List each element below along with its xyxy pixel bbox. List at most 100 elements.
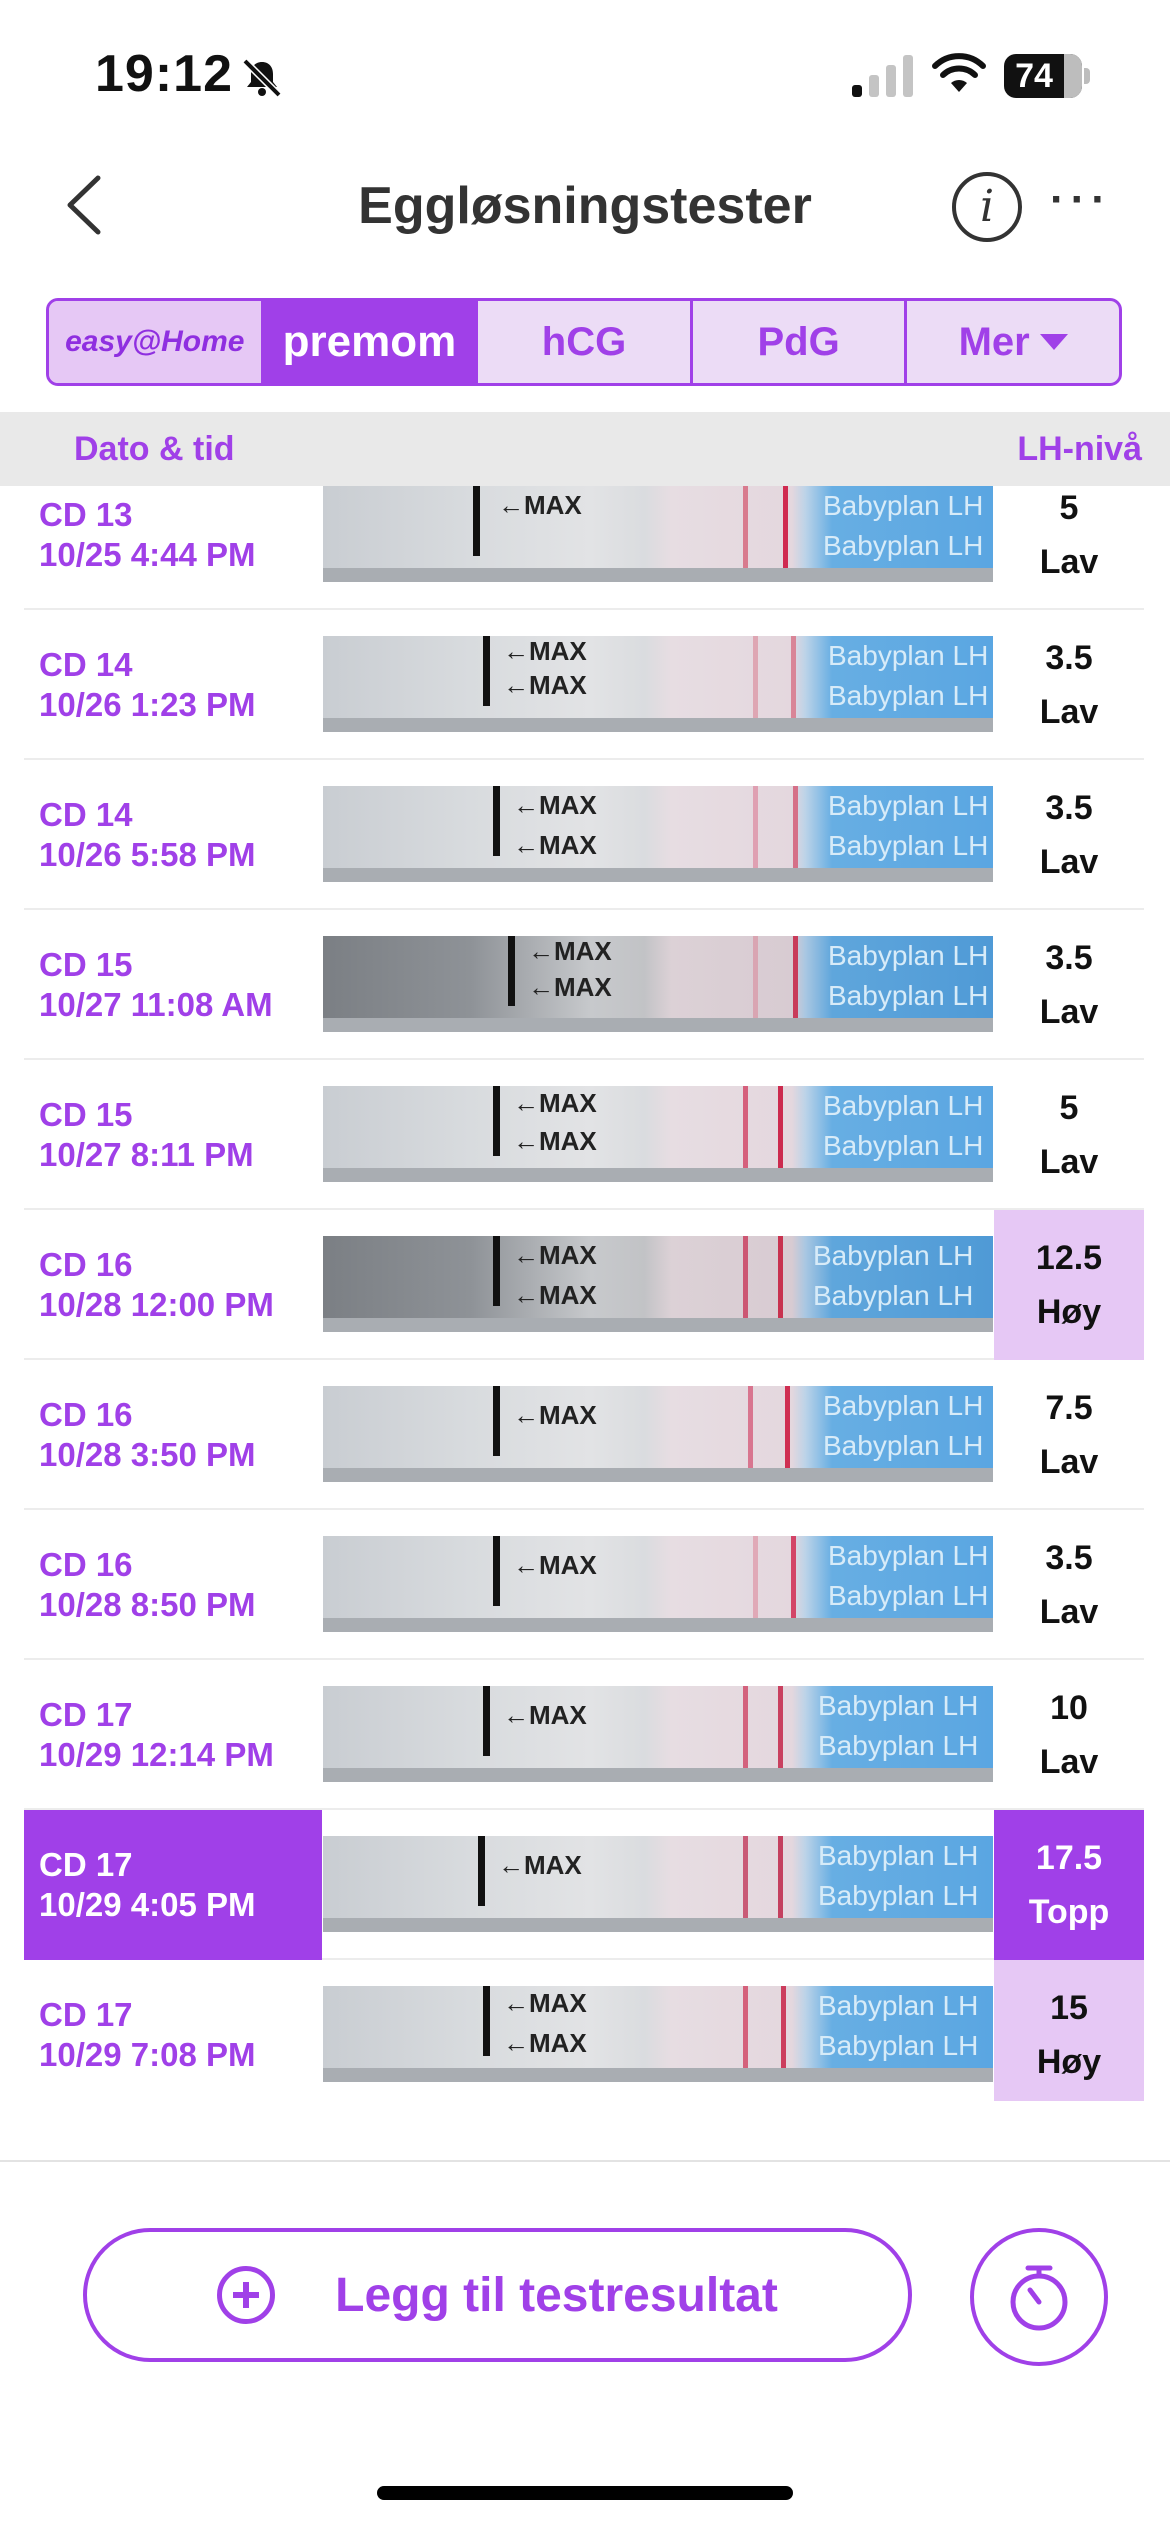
cycle-day: CD 15 [39,1096,133,1133]
test-datetime: 10/29 4:05 PM [39,1886,256,1923]
lh-value: 3.5 [1045,639,1093,677]
row-date-cell: CD 13 10/25 4:44 PM [24,486,322,610]
status-bar: 19:12 74 [0,0,1170,150]
strip-brand-label: Babyplan LH [828,790,989,821]
chevron-left-icon[interactable] [58,172,114,238]
strip-max-label: ←MAX [513,1088,597,1118]
timer-button[interactable] [970,2228,1108,2366]
lh-level: Topp [1028,1893,1110,1931]
lh-result: 5 Lav [994,1060,1144,1210]
lh-value: 3.5 [1045,789,1093,827]
strip-brand-label: Babyplan LH [823,1430,984,1461]
strip-max-label: ←MAX [513,1550,597,1580]
lh-result: 3.5 Lav [994,1510,1144,1660]
strip-max-label: ←MAX [503,2028,587,2058]
cycle-day: CD 17 [39,1696,133,1733]
test-strip-image: ←MAX ←MAX Babyplan LH Babyplan LH [323,936,993,1032]
strip-brand-label: Babyplan LH [828,940,989,971]
cycle-day: CD 17 [39,1846,133,1883]
test-row[interactable]: CD 15 10/27 8:11 PM ←MAX ←MAX Babyplan L… [24,1060,1144,1210]
battery-icon: 74 [1004,54,1090,98]
strip-brand-label: Babyplan LH [818,1990,979,2021]
test-list[interactable]: CD 13 10/25 4:44 PM ←MAX Babyplan LH Bab… [0,486,1170,2101]
lh-level: Høy [1036,2043,1102,2081]
info-icon[interactable]: i [952,172,1022,242]
test-datetime: 10/25 4:44 PM [39,536,256,573]
bell-slash-icon [242,58,282,98]
test-datetime: 10/26 1:23 PM [39,686,256,723]
tab-easy-at-home[interactable]: easy@Home [49,301,264,383]
lh-value: 5 [1059,1089,1079,1127]
strip-max-label: ←MAX [513,1280,597,1310]
caret-down-icon [1039,334,1068,350]
timer-icon [1010,2265,1068,2331]
test-datetime: 10/29 12:14 PM [39,1736,274,1773]
row-date-cell: CD 15 10/27 11:08 AM [24,910,322,1060]
lh-value: 7.5 [1045,1389,1093,1427]
strip-brand-label: Babyplan LH [813,1280,974,1311]
tab-pdg[interactable]: PdG [693,301,908,383]
lh-value: 15 [1050,1989,1088,2027]
lh-value: 10 [1050,1689,1088,1727]
test-row[interactable]: CD 16 10/28 3:50 PM ←MAX Babyplan LH Bab… [24,1360,1144,1510]
test-datetime: 10/26 5:58 PM [39,836,256,873]
strip-brand-label: Babyplan LH [823,490,984,521]
test-datetime: 10/28 8:50 PM [39,1586,256,1623]
lh-level: Lav [1039,543,1099,581]
strip-brand-label: Babyplan LH [823,530,984,561]
row-date-cell: CD 17 10/29 7:08 PM [24,1960,322,2101]
row-date-cell: CD 14 10/26 1:23 PM [24,610,322,760]
strip-brand-label: Babyplan LH [828,680,989,711]
strip-max-label: ←MAX [528,972,612,1002]
column-date-time: Dato & tid [74,430,235,468]
test-row[interactable]: CD 16 10/28 12:00 PM ←MAX ←MAX Babyplan … [24,1210,1144,1360]
strip-brand-label: Babyplan LH [823,1130,984,1161]
lh-level: Lav [1039,843,1099,881]
tab-more[interactable]: Mer [907,301,1119,383]
tab-more-label: Mer [958,319,1030,364]
tab-premom[interactable]: premom [263,301,479,383]
test-strip-image: ←MAX ←MAX Babyplan LH Babyplan LH [323,786,993,882]
strip-brand-label: Babyplan LH [828,830,989,861]
row-date-cell: CD 16 10/28 8:50 PM [24,1510,322,1660]
lh-value: 3.5 [1045,939,1093,977]
add-test-result-button[interactable]: Legg til testresultat [83,2228,912,2362]
lh-result: 3.5 Lav [994,910,1144,1060]
test-row[interactable]: CD 14 10/26 1:23 PM ←MAX ←MAX Babyplan L… [24,610,1144,760]
test-row[interactable]: CD 14 10/26 5:58 PM ←MAX ←MAX Babyplan L… [24,760,1144,910]
more-icon[interactable]: ··· [1050,175,1112,224]
strip-brand-label: Babyplan LH [828,1580,989,1611]
battery-level: 74 [1015,57,1053,95]
test-datetime: 10/29 7:08 PM [39,2036,256,2073]
test-row[interactable]: CD 16 10/28 8:50 PM ←MAX Babyplan LH Bab… [24,1510,1144,1660]
lh-level: Lav [1039,1743,1099,1781]
test-strip-image: ←MAX ←MAX Babyplan LH Babyplan LH [323,636,993,732]
test-row[interactable]: CD 17 10/29 7:08 PM ←MAX ←MAX Babyplan L… [24,1960,1144,2101]
home-indicator[interactable] [377,2486,793,2500]
row-date-cell: CD 17 10/29 4:05 PM [24,1810,322,1960]
strip-brand-label: Babyplan LH [818,1840,979,1871]
strip-brand-label: Babyplan LH [818,1690,979,1721]
test-row[interactable]: CD 15 10/27 11:08 AM ←MAX ←MAX Babyplan … [24,910,1144,1060]
lh-level: Lav [1039,1593,1099,1631]
test-row[interactable]: CD 13 10/25 4:44 PM ←MAX Babyplan LH Bab… [24,486,1144,610]
strip-max-label: ←MAX [498,1850,582,1880]
strip-max-label: ←MAX [513,790,597,820]
test-datetime: 10/27 11:08 AM [39,986,273,1023]
test-row-selected[interactable]: CD 17 10/29 4:05 PM ←MAX Babyplan LH Bab… [24,1810,1144,1960]
strip-max-label: ←MAX [513,1400,597,1430]
lh-value: 3.5 [1045,1539,1093,1577]
tab-hcg[interactable]: hCG [478,301,693,383]
lh-level: Høy [1036,1293,1102,1331]
strip-max-label: ←MAX [513,1240,597,1270]
lh-level: Lav [1039,1143,1099,1181]
strip-brand-label: Babyplan LH [818,1730,979,1761]
strip-brand-label: Babyplan LH [823,1390,984,1421]
test-strip-image: ←MAX Babyplan LH Babyplan LH [323,1836,993,1932]
status-time: 19:12 [95,45,233,103]
test-datetime: 10/28 3:50 PM [39,1436,256,1473]
divider [0,2160,1170,2162]
test-row[interactable]: CD 17 10/29 12:14 PM ←MAX Babyplan LH Ba… [24,1660,1144,1810]
strip-brand-label: Babyplan LH [823,1090,984,1121]
brand-tabs: easy@Home premom hCG PdG Mer [46,298,1122,386]
